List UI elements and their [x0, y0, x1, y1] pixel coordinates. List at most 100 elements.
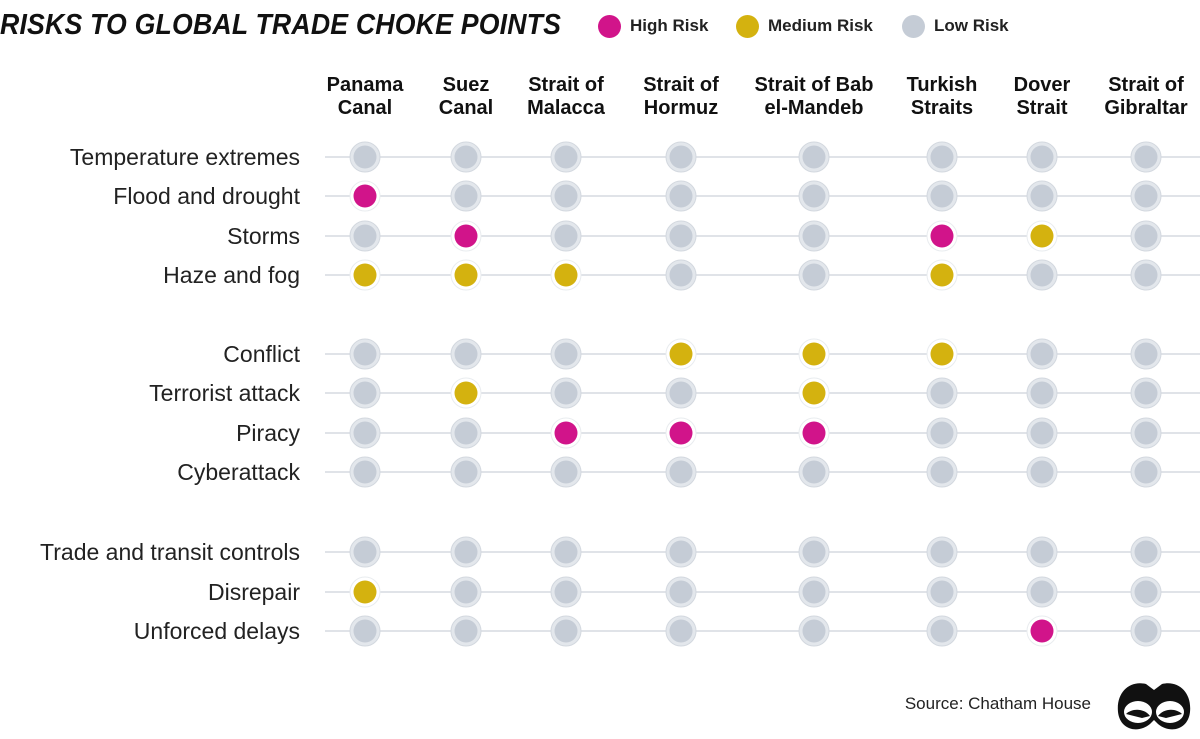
- risk-dot-low: [349, 338, 381, 370]
- risk-dot-high: [665, 417, 697, 449]
- risk-dot-medium: [450, 377, 482, 409]
- risk-dot-low: [1026, 259, 1058, 291]
- risk-dot-low: [665, 259, 697, 291]
- risk-dot-low: [550, 180, 582, 212]
- risk-dot-low: [798, 456, 830, 488]
- risk-dot-low: [450, 338, 482, 370]
- risk-dot-low: [1130, 417, 1162, 449]
- column-header-line: Strait: [1016, 97, 1068, 119]
- risk-dot-low: [798, 259, 830, 291]
- row-label: Storms: [227, 223, 300, 249]
- risk-dot-low: [550, 338, 582, 370]
- risk-dot-low: [1026, 536, 1058, 568]
- risk-dot-low: [798, 576, 830, 608]
- risk-dot-low: [665, 377, 697, 409]
- risk-dot-high: [450, 220, 482, 252]
- risk-dot-low: [349, 377, 381, 409]
- column-header-line: Gibraltar: [1104, 97, 1188, 119]
- legend-item-medium: Medium Risk: [736, 12, 873, 40]
- column-header: Strait of Bab el-Mandeb: [739, 74, 889, 120]
- risk-dot-high: [550, 417, 582, 449]
- risk-dot-high: [798, 417, 830, 449]
- risk-dot-low: [665, 615, 697, 647]
- risk-dot-medium: [665, 338, 697, 370]
- column-header-line: Strait of: [1108, 74, 1184, 96]
- risk-dot-low: [1130, 576, 1162, 608]
- risk-dot-low: [550, 141, 582, 173]
- risk-dot-low: [1026, 417, 1058, 449]
- risk-dot-medium: [926, 338, 958, 370]
- row-label: Piracy: [236, 420, 300, 446]
- risk-dot-low: [1130, 259, 1162, 291]
- column-header-line: Strait of: [528, 74, 604, 96]
- column-header-line: Suez: [442, 74, 490, 96]
- row-label: Haze and fog: [163, 262, 300, 288]
- risk-dot-low: [450, 615, 482, 647]
- row-label: Cyberattack: [177, 459, 300, 485]
- row-label: Trade and transit controls: [40, 539, 300, 565]
- risk-dot-low: [550, 536, 582, 568]
- risk-dot-low: [798, 220, 830, 252]
- risk-dot-low: [1026, 576, 1058, 608]
- legend-label-low: Low Risk: [934, 16, 1009, 35]
- column-header-line: Canal: [337, 97, 393, 119]
- risk-dot-low: [1130, 141, 1162, 173]
- risk-dot-low: [1130, 536, 1162, 568]
- risk-dot-low: [450, 180, 482, 212]
- medium-risk-dot-icon: [736, 14, 759, 38]
- risk-dot-low: [1130, 180, 1162, 212]
- legend-item-low: Low Risk: [902, 12, 1009, 40]
- risk-dot-low: [665, 536, 697, 568]
- column-header-line: Strait of: [643, 74, 719, 96]
- risk-dot-low: [1130, 338, 1162, 370]
- risk-dot-low: [926, 576, 958, 608]
- risk-dot-medium: [798, 338, 830, 370]
- risk-dot-low: [349, 536, 381, 568]
- low-risk-dot-icon: [902, 14, 925, 38]
- column-header-line: Hormuz: [643, 97, 719, 119]
- risk-dot-low: [665, 456, 697, 488]
- risk-dot-high: [1026, 615, 1058, 647]
- risk-dot-low: [1026, 180, 1058, 212]
- column-header-line: Strait of Bab: [754, 74, 874, 96]
- risk-dot-low: [798, 536, 830, 568]
- risk-dot-low: [550, 377, 582, 409]
- risk-dot-low: [665, 576, 697, 608]
- risk-dot-low: [798, 141, 830, 173]
- column-header: Strait of Hormuz: [606, 74, 756, 120]
- risk-dot-low: [798, 180, 830, 212]
- row-label: Flood and drought: [113, 183, 300, 209]
- risk-dot-medium: [550, 259, 582, 291]
- column-header-line: Panama: [326, 74, 404, 96]
- legend-item-high: High Risk: [598, 12, 708, 40]
- row-label: Temperature extremes: [69, 144, 300, 170]
- risk-dot-medium: [1026, 220, 1058, 252]
- risk-dot-low: [926, 615, 958, 647]
- column-header: Suez Canal: [391, 74, 541, 120]
- risk-dot-low: [450, 141, 482, 173]
- risk-dot-high: [926, 220, 958, 252]
- risk-dot-low: [926, 141, 958, 173]
- risk-dot-low: [1130, 377, 1162, 409]
- risk-dot-medium: [798, 377, 830, 409]
- risk-dot-low: [1026, 141, 1058, 173]
- column-header-line: el-Mandeb: [764, 97, 864, 119]
- risk-dot-low: [1026, 456, 1058, 488]
- column-header: Panama Canal: [290, 74, 440, 120]
- row-label: Terrorist attack: [149, 380, 300, 406]
- risk-dot-low: [349, 615, 381, 647]
- risk-dot-low: [349, 220, 381, 252]
- risk-dot-low: [349, 456, 381, 488]
- risk-dot-medium: [349, 259, 381, 291]
- risk-dot-low: [550, 456, 582, 488]
- column-header-line: Straits: [910, 97, 974, 119]
- risk-dot-medium: [450, 259, 482, 291]
- column-header-line: Malacca: [527, 97, 605, 119]
- chart-title: RISKS TO GLOBAL TRADE CHOKE POINTS: [0, 9, 562, 41]
- risk-dot-low: [665, 141, 697, 173]
- high-risk-dot-icon: [598, 14, 621, 38]
- risk-dot-low: [1026, 377, 1058, 409]
- risk-dot-low: [926, 377, 958, 409]
- column-header: Strait of Gibraltar: [1071, 74, 1200, 120]
